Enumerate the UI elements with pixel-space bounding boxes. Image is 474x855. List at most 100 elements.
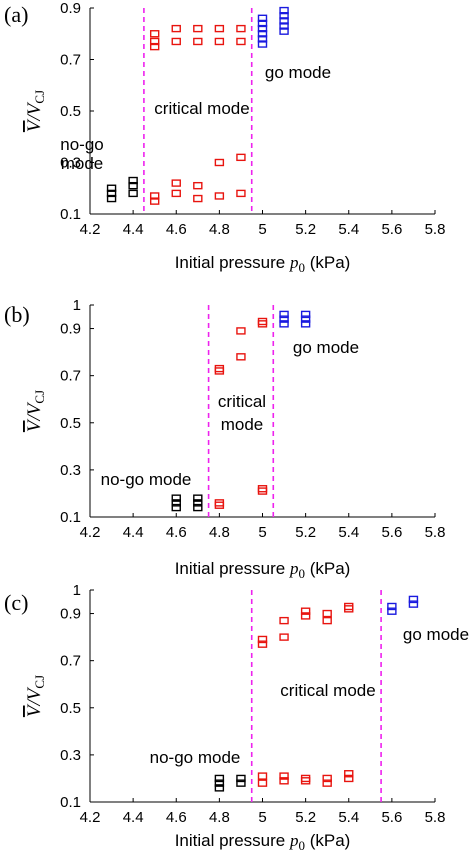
panel-a-annotation-nogo: no-go [60, 135, 103, 154]
panel-b-point-go [300, 320, 311, 328]
panel-b-x-axis-label: Initial pressure p0 (kPa) [175, 559, 351, 581]
panel-b-point-critical [214, 364, 225, 373]
panel-a-annotation-critical: critical mode [154, 99, 249, 118]
panel-a-x-tick-label: 4.6 [166, 221, 187, 238]
panel-a-annotation-go: go mode [265, 63, 331, 82]
panel-a-point-critical [236, 24, 246, 33]
panel-c: 4.2 4.4 4.6 4.8 5 5.2 5.4 5.6 5.8 0.1 0.3 0.5 0.7 0.9… [24, 582, 445, 853]
panel-b-point-critical [236, 327, 246, 335]
panel-a-point-no-go [128, 176, 138, 185]
panel-b-y-tick-label: 0.5 [60, 415, 81, 432]
panel-a-point-critical [236, 189, 246, 198]
panel-a: 4.2 4.4 4.6 4.8 5 5.2 5.4 5.6 5.8 0.1 0.3 0.5 0.7 0.9… [24, 0, 445, 275]
panel-c-x-tick-label: 5 [258, 809, 266, 826]
panel-b-x-tick-label: 4.4 [123, 524, 144, 541]
panel-a-point-go [279, 12, 289, 20]
panel-b-annotation-mode: mode [221, 415, 264, 434]
panel-a-point-no-go [128, 181, 138, 190]
panel-a-point-critical [193, 181, 203, 190]
panel-b-y-tick-label: 0.3 [60, 462, 81, 479]
panel-b-point-go [300, 315, 311, 323]
panel-a-x-tick-label: 5.8 [425, 221, 446, 238]
panel-c-x-tick-label: 4.6 [166, 809, 187, 826]
panel-a-point-critical [171, 37, 181, 46]
panel-a-label: (a) [4, 2, 28, 27]
panel-b-point-critical [236, 353, 246, 361]
panel-b-point-go [279, 320, 289, 328]
panel-a-point-critical [214, 158, 225, 167]
panel-b-point-no-go [171, 503, 181, 512]
panel-a-x-tick-label: 4.4 [123, 221, 144, 238]
panel-c-point-critical [257, 772, 268, 780]
panel-a-point-critical [214, 24, 225, 33]
panel-a-x-tick-label: 5.6 [381, 221, 402, 238]
panel-c-x-tick-label: 4.2 [80, 809, 101, 826]
panel-c-point-critical [257, 640, 268, 648]
panel-a-point-critical [149, 30, 160, 38]
panel-b-point-no-go [193, 503, 203, 512]
panel-a-point-go [257, 19, 268, 28]
panel-c-point-critical [322, 774, 332, 783]
panel-c-point-critical [344, 774, 354, 783]
panel-b-point-critical [257, 317, 268, 326]
panel-a-y-axis-label: V/VCJ [24, 90, 47, 132]
panel-c-x-tick-label: 4.4 [123, 809, 144, 826]
panel-a-y-tick-label: 0.7 [60, 52, 81, 69]
panel-a-point-no-go [106, 184, 117, 192]
panel-c-point-go [408, 595, 419, 604]
panel-c-label: (c) [4, 590, 28, 615]
panel-c-annotation-nogo: no-go mode [150, 748, 241, 767]
panel-b-point-go [279, 315, 289, 323]
panel-c-point-no-go [214, 784, 225, 792]
panel-c-point-critical [279, 772, 289, 780]
panel-c-point-go [408, 600, 419, 608]
panel-c-x-tick-label: 5.2 [295, 809, 316, 826]
panel-c-point-critical [279, 616, 289, 625]
panel-c-point-critical [257, 635, 268, 644]
panel-b-y-axis-label: V/VCJ [24, 390, 47, 432]
panel-b-x-tick-label: 5.4 [338, 524, 359, 541]
panel-c-point-critical [322, 609, 332, 618]
panel-b-label: (b) [4, 302, 30, 327]
panel-c-y-tick-label: 0.3 [60, 747, 81, 764]
panel-b-annotation-go: go mode [293, 338, 359, 357]
panel-c-y-axis-label: V/VCJ [24, 675, 47, 717]
panel-b-point-go [279, 310, 289, 319]
panel-c-point-critical [300, 774, 311, 783]
panel-a-point-no-go [106, 189, 117, 198]
panel-c-x-tick-label: 4.8 [209, 809, 230, 826]
panel-a-x-tick-label: 5 [258, 221, 266, 238]
panel-a-point-go [257, 40, 268, 48]
panel-a-x-tick-label: 5.2 [295, 221, 316, 238]
panel-b-annotation-nogo: no-go mode [101, 470, 192, 489]
panel-b-y-tick-label: 0.9 [60, 321, 81, 338]
panel-b-y-tick-label: 0.7 [60, 368, 81, 385]
panel-a-point-critical [236, 153, 246, 162]
panel-a-point-critical [214, 192, 225, 200]
panel-a-point-go [257, 24, 268, 33]
panel-a-point-go [279, 22, 289, 30]
panel-a-point-critical [149, 37, 160, 46]
panel-a-point-critical [193, 24, 203, 33]
panel-c-point-critical [322, 616, 332, 625]
panel-b-point-critical [214, 501, 225, 509]
panel-b-point-no-go [171, 494, 181, 502]
panel-c-point-go [387, 602, 397, 611]
panel-c-point-critical [257, 779, 268, 787]
panel-a-y-tick-label: 0.5 [60, 103, 81, 120]
panel-c-x-tick-label: 5.4 [338, 809, 359, 826]
panel-a-y-tick-label: 0.9 [60, 0, 81, 17]
panel-a-annotation-mode: mode [61, 154, 104, 173]
panel-b-y-tick-label: 0.1 [60, 509, 81, 526]
panel-a-x-tick-label: 5.4 [338, 221, 359, 238]
panel-a-point-critical [193, 37, 203, 46]
panel-c-point-critical [300, 612, 311, 620]
panel-b: 4.2 4.4 4.6 4.8 5 5.2 5.4 5.6 5.8 0.1 0.3 0.5 0.7 0.9… [24, 297, 445, 581]
panel-a-y-tick-label: 0.3 [60, 155, 81, 172]
panel-b-point-critical [257, 485, 268, 493]
panel-c-y-tick-label: 0.9 [60, 606, 81, 623]
panel-a-point-no-go [128, 189, 138, 198]
panel-b-x-tick-label: 4.6 [166, 524, 187, 541]
panel-b-x-tick-label: 4.8 [209, 524, 230, 541]
